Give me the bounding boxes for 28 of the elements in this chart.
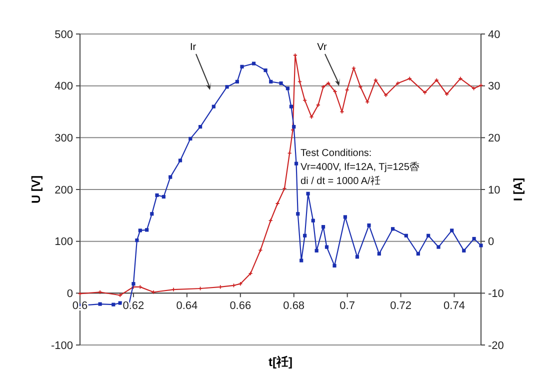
annotation: di / dt = 1000 A/祍 <box>300 174 380 187</box>
y2-tick-label: -20 <box>488 340 504 352</box>
x-tick-label: 0.66 <box>230 300 252 312</box>
annotation: Vr=400V, If=12A, Tj=125稥 <box>300 160 420 173</box>
y-tick-label: 0 <box>66 288 73 300</box>
y-tick-label: 500 <box>54 28 73 41</box>
text: Ir <box>190 42 197 53</box>
x-tick-label: 0.68 <box>283 300 305 312</box>
y-tick-label: 100 <box>54 236 73 248</box>
y-tick-label: 300 <box>54 132 73 145</box>
y2-tick-label: 20 <box>488 132 500 145</box>
x-tick-label: 0.74 <box>444 300 465 312</box>
y2-tick-label: 0 <box>488 236 494 248</box>
y-tick-label: 200 <box>54 184 73 196</box>
x-tick-label: 0.72 <box>390 300 412 312</box>
y-axis-title: U [V] <box>29 176 43 204</box>
y2-axis-title: I [A] <box>511 178 525 202</box>
text: Vr <box>317 42 328 53</box>
annotation: Test Conditions: <box>300 148 372 159</box>
y2-tick-label: -10 <box>488 288 504 300</box>
y2-tick-label: 30 <box>488 80 500 93</box>
y-tick-label: 400 <box>54 80 73 93</box>
y2-tick-label: 40 <box>488 28 500 41</box>
x-axis-title: t[祍] <box>268 355 292 369</box>
y-tick-label: -100 <box>50 340 73 352</box>
x-tick-label: 0.7 <box>340 300 355 312</box>
y2-tick-label: 10 <box>488 184 500 196</box>
x-tick-label: 0.64 <box>176 300 198 312</box>
